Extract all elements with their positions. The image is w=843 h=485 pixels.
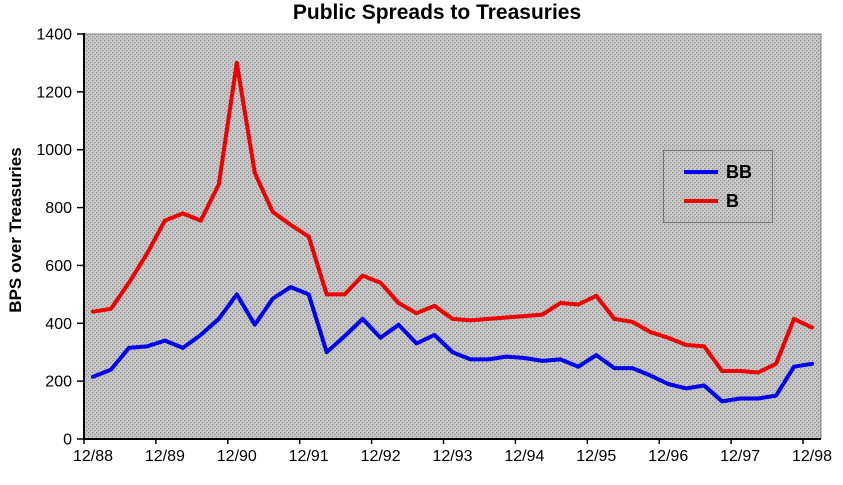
legend-label-b: B	[726, 191, 739, 212]
y-tick-label: 1200	[36, 84, 72, 101]
b-line-swatch	[684, 199, 718, 204]
x-tick-label: 12/97	[720, 448, 760, 465]
y-tick-label: 1400	[36, 27, 72, 44]
x-tick-label: 12/92	[361, 448, 401, 465]
x-tick-label: 12/96	[648, 448, 688, 465]
x-tick-label: 12/95	[576, 448, 616, 465]
x-tick-label: 12/98	[792, 448, 832, 465]
b-line	[91, 60, 814, 375]
y-tick-label: 600	[45, 258, 72, 275]
y-axis-title: BPS over Treasuries	[6, 147, 25, 313]
y-tick-label: 0	[63, 432, 72, 449]
x-tick-label: 12/94	[504, 448, 544, 465]
y-tick-label: 1000	[36, 142, 72, 159]
x-tick-label: 12/91	[289, 448, 329, 465]
x-tick-label: 12/88	[73, 448, 113, 465]
x-tick-label: 12/93	[432, 448, 472, 465]
x-tick-label: 12/90	[217, 448, 257, 465]
legend-item-bb: BB	[684, 163, 772, 181]
y-tick-label: 400	[45, 316, 72, 333]
bb-line-swatch	[684, 169, 718, 174]
y-tick-label: 200	[45, 374, 72, 391]
legend-label-bb: BB	[726, 161, 752, 182]
bb-line	[91, 285, 814, 404]
x-tick-label: 12/89	[145, 448, 185, 465]
legend-item-b: B	[684, 192, 772, 210]
plot-area	[83, 33, 822, 440]
chart-title: Public Spreads to Treasuries	[292, 1, 582, 24]
legend: BB B	[663, 150, 773, 223]
y-tick-label: 800	[45, 200, 72, 217]
